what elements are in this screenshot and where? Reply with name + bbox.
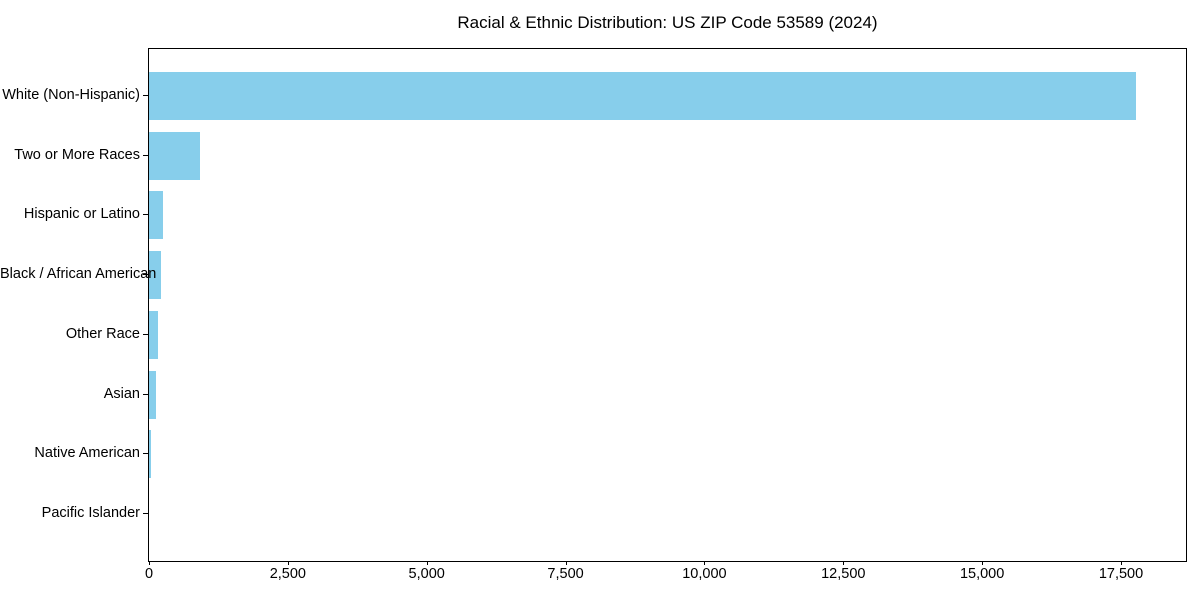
y-tick-mark [143, 274, 148, 276]
y-tick-mark [143, 95, 148, 97]
x-tick-mark [1121, 561, 1122, 565]
bar-other-race [149, 310, 158, 359]
y-tick-mark [143, 214, 148, 216]
y-tick-label: White (Non-Hispanic) [2, 87, 140, 104]
x-tick-label: 5,000 [408, 566, 445, 582]
x-tick-label: 12,500 [821, 566, 866, 582]
y-tick-label: Pacific Islander [41, 504, 140, 521]
y-tick-mark [143, 512, 148, 514]
plot-area [148, 48, 1187, 562]
bar-asian [149, 370, 156, 419]
x-tick-mark [287, 561, 289, 565]
x-tick-mark [149, 561, 150, 565]
chart-title: Racial & Ethnic Distribution: US ZIP Cod… [457, 13, 878, 32]
y-tick-label: Other Race [65, 325, 140, 342]
x-tick-label: 2,500 [269, 566, 306, 582]
x-tick-mark [843, 561, 845, 565]
y-tick-label: Two or More Races [14, 146, 140, 163]
x-tick-label: 17,500 [1098, 566, 1144, 582]
y-tick-label: Native American [34, 445, 140, 462]
y-tick-label: Black / African American [0, 266, 157, 283]
y-tick-label: Asian [103, 385, 140, 402]
x-tick-label: 7,500 [547, 566, 584, 582]
y-tick-mark [143, 393, 148, 395]
y-tick-mark [143, 333, 148, 335]
bar-hispanic-or-latino [149, 191, 163, 240]
bar-native-american [149, 430, 151, 479]
x-tick-label: 0 [144, 566, 154, 582]
bar-two-or-more-races [149, 131, 200, 180]
bar-black-african-american [149, 251, 161, 300]
x-tick-mark [565, 561, 567, 565]
y-tick-mark [143, 154, 148, 156]
x-tick-mark [982, 561, 984, 565]
x-tick-label: 10,000 [682, 566, 727, 582]
bar-white-non-hispanic [149, 72, 1136, 121]
x-tick-mark [704, 561, 706, 565]
x-tick-mark [426, 561, 428, 565]
x-tick-label: 15,000 [959, 566, 1005, 582]
y-tick-mark [143, 453, 148, 455]
y-tick-label: Hispanic or Latino [23, 206, 140, 223]
